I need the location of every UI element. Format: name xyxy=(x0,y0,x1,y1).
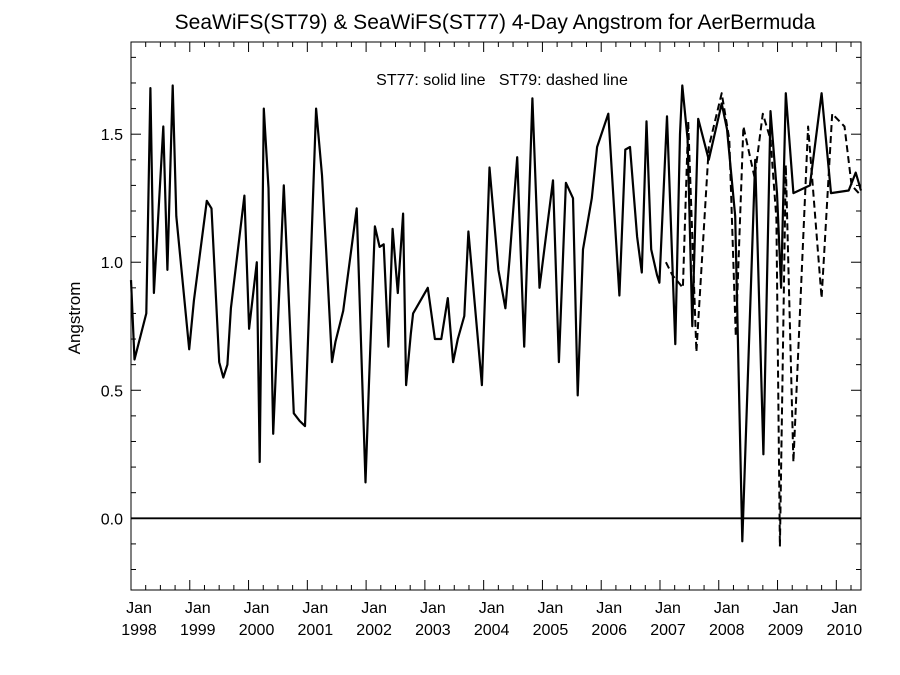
x-tick-label-month: Jan xyxy=(185,600,211,617)
y-tick-label: 1.0 xyxy=(101,255,123,272)
plot-frame xyxy=(130,41,862,591)
chart-title: SeaWiFS(ST79) & SeaWiFS(ST77) 4-Day Angs… xyxy=(175,11,816,34)
x-tick-label-month: Jan xyxy=(596,600,622,617)
x-tick-label-year: 2006 xyxy=(591,622,627,639)
y-tick-label: 0.5 xyxy=(101,383,123,400)
x-tick-label-year: 2000 xyxy=(239,622,275,639)
x-tick-label-year: 2002 xyxy=(356,622,392,639)
plot-marks xyxy=(129,84,863,548)
x-tick-label-month: Jan xyxy=(538,600,564,617)
y-axis-label: Angstrom xyxy=(65,282,84,355)
x-tick-label-year: 2007 xyxy=(650,622,686,639)
axis-ticks xyxy=(130,42,861,590)
x-tick-label-month: Jan xyxy=(655,600,681,617)
y-tick-label: 0.0 xyxy=(101,511,123,528)
y-tick-label: 1.5 xyxy=(101,127,123,144)
x-tick-label-year: 2010 xyxy=(827,622,863,639)
chart-annotation: ST77: solid line ST79: dashed line xyxy=(376,72,628,89)
x-tick-label-year: 2009 xyxy=(768,622,804,639)
series-line-st77 xyxy=(129,84,863,543)
x-tick-label-month: Jan xyxy=(831,600,857,617)
x-tick-label-year: 2004 xyxy=(474,622,510,639)
tick-labels: 0.0 0.5 1.0 1.5 Jan 1998 Jan 1999 Jan 2000 Jan 2001… xyxy=(101,127,862,639)
x-tick-label-month: Jan xyxy=(126,600,152,617)
x-tick-label-year: 1999 xyxy=(180,622,216,639)
x-tick-label-year: 2005 xyxy=(533,622,569,639)
x-tick-label-month: Jan xyxy=(479,600,505,617)
x-tick-label-month: Jan xyxy=(361,600,387,617)
series-line-st79 xyxy=(665,92,862,548)
x-tick-label-year: 2003 xyxy=(415,622,451,639)
x-tick-label-month: Jan xyxy=(302,600,328,617)
x-tick-label-year: 2001 xyxy=(298,622,334,639)
x-tick-label-month: Jan xyxy=(244,600,270,617)
x-tick-label-year: 2008 xyxy=(709,622,745,639)
x-tick-label-year: 1998 xyxy=(121,622,157,639)
x-tick-label-month: Jan xyxy=(420,600,446,617)
x-tick-label-month: Jan xyxy=(773,600,799,617)
x-tick-label-month: Jan xyxy=(714,600,740,617)
